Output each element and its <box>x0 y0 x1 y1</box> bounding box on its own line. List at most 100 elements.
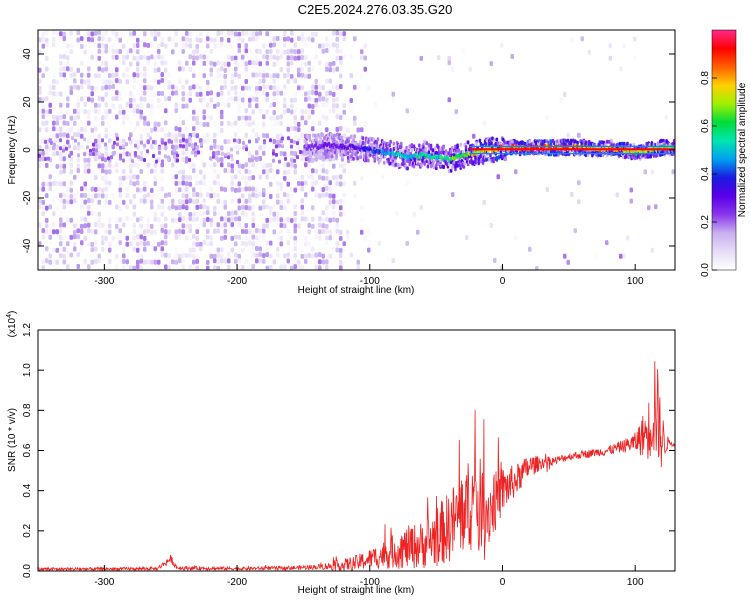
heatmap-cell <box>276 85 280 91</box>
heatmap-cell <box>171 84 175 90</box>
heatmap-cell <box>290 186 294 192</box>
heatmap-cell <box>216 60 220 66</box>
heatmap-cell <box>466 140 470 145</box>
heatmap-cell <box>104 199 108 205</box>
heatmap-cell <box>192 73 196 79</box>
heatmap-cell <box>178 176 182 181</box>
heatmap-cell <box>153 216 157 222</box>
heatmap-cell <box>248 240 252 246</box>
heatmap-cell <box>580 36 584 42</box>
heatmap-cell <box>237 258 241 264</box>
heatmap-cell <box>136 259 140 265</box>
heatmap-cell <box>97 133 101 139</box>
heatmap-cell <box>62 235 66 241</box>
heatmap-cell <box>258 192 262 197</box>
heatmap-cell <box>139 253 143 259</box>
heatmap-cell <box>164 252 168 258</box>
heatmap-cell <box>278 143 281 148</box>
heatmap-cell <box>185 143 188 148</box>
heatmap-cell <box>321 217 325 223</box>
heatmap-cell <box>55 79 59 85</box>
heatmap-cell <box>236 139 239 143</box>
heatmap-cell <box>304 258 308 264</box>
heatmap-cell <box>206 54 210 60</box>
heatmap-cell <box>202 204 206 210</box>
heatmap-cell <box>122 151 126 157</box>
heatmap-cell <box>136 264 140 270</box>
heatmap-cell <box>321 223 325 229</box>
heatmap-cell <box>318 150 321 155</box>
heatmap-cell <box>325 91 329 96</box>
heatmap-cell <box>101 175 105 181</box>
heatmap-cell <box>188 97 192 103</box>
heatmap-cell <box>332 217 336 223</box>
heatmap-cell <box>199 265 203 270</box>
heatmap-cell <box>234 90 238 96</box>
heatmap-cell <box>202 54 206 60</box>
heatmap-cell <box>192 67 196 73</box>
heatmap-cell <box>143 42 147 48</box>
heatmap-cell <box>76 96 80 102</box>
heatmap-cell <box>157 127 161 133</box>
heatmap-cell <box>129 241 133 247</box>
heatmap-cell <box>209 156 212 161</box>
heatmap-cell <box>76 264 80 269</box>
heatmap-cell <box>90 259 94 265</box>
heatmap-cell <box>237 92 241 97</box>
heatmap-cell <box>80 192 84 198</box>
heatmap-cell <box>314 79 318 84</box>
heatmap-cell <box>447 169 451 173</box>
heatmap-cell <box>262 90 266 96</box>
heatmap-cell <box>272 102 276 107</box>
heatmap-cell <box>45 56 49 61</box>
y-tick-label: 20 <box>22 96 33 108</box>
heatmap-cell <box>160 198 164 204</box>
heatmap-cell <box>128 152 131 157</box>
heatmap-cell <box>300 72 304 78</box>
heatmap-cell <box>335 36 339 42</box>
heatmap-cell <box>136 72 140 78</box>
heatmap-cell <box>216 180 220 186</box>
heatmap-cell <box>192 84 196 90</box>
heatmap-cell <box>335 241 339 247</box>
heatmap-cell <box>234 132 238 138</box>
heatmap-cell <box>234 31 238 37</box>
heatmap-cell <box>598 140 602 145</box>
heatmap-cell <box>195 265 199 270</box>
heatmap-cell <box>181 204 185 210</box>
heatmap-cell <box>335 153 338 158</box>
heatmap-cell <box>279 199 283 205</box>
heatmap-cell <box>90 210 94 216</box>
heatmap-cell <box>279 264 283 270</box>
heatmap-cell <box>293 228 297 234</box>
heatmap-cell <box>360 264 364 270</box>
heatmap-cell <box>195 126 199 132</box>
heatmap-cell <box>45 96 49 102</box>
heatmap-cell <box>468 66 472 72</box>
heatmap-cell <box>192 266 196 270</box>
heatmap-cell <box>66 60 70 66</box>
heatmap-cell <box>129 139 133 145</box>
heatmap-cell <box>248 265 252 270</box>
heatmap-cell <box>314 84 318 90</box>
heatmap-cell <box>41 228 45 234</box>
heatmap-cell <box>59 138 62 143</box>
heatmap-cell <box>237 265 241 270</box>
heatmap-cell <box>143 90 147 96</box>
heatmap-cell <box>213 43 217 49</box>
heatmap-cell <box>206 265 210 270</box>
heatmap-cell <box>38 61 42 67</box>
heatmap-cell <box>269 42 273 48</box>
heatmap-cell <box>234 216 238 222</box>
heatmap-cell <box>73 174 77 180</box>
heatmap-cell <box>223 199 227 205</box>
heatmap-cell <box>62 148 65 153</box>
heatmap-cell <box>489 223 493 228</box>
heatmap-cell <box>146 49 150 55</box>
heatmap-cell <box>360 73 364 79</box>
heatmap-cell <box>660 138 663 143</box>
heatmap-cell <box>94 73 98 79</box>
heatmap-cell <box>104 79 108 85</box>
heatmap-cell <box>178 205 182 211</box>
heatmap-cell <box>83 163 87 169</box>
